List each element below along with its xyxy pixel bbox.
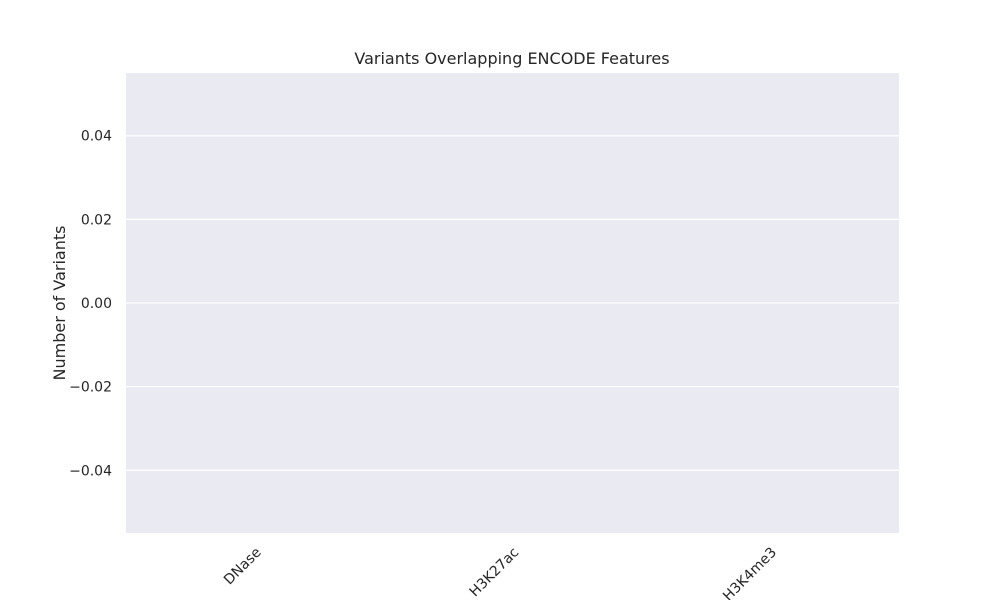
x-tick-label: H3K27ac <box>467 545 523 600</box>
y-tick-label: 0.02 <box>81 212 112 228</box>
y-tick-label: 0.04 <box>81 129 112 145</box>
y-tick-labels: −0.04 −0.02 0.00 0.02 0.04 <box>69 129 112 480</box>
y-axis-label: Number of Variants <box>50 226 69 381</box>
y-tick-label: −0.02 <box>69 380 112 396</box>
grid-lines <box>126 135 899 471</box>
x-tick-label: H3K4me3 <box>720 545 780 600</box>
y-tick-label: 0.00 <box>81 296 112 312</box>
chart-title: Variants Overlapping ENCODE Features <box>354 49 669 68</box>
x-tick-labels: DNase H3K27ac H3K4me3 <box>221 545 780 605</box>
x-tick-label: DNase <box>221 545 265 589</box>
y-tick-label: −0.04 <box>69 463 112 479</box>
